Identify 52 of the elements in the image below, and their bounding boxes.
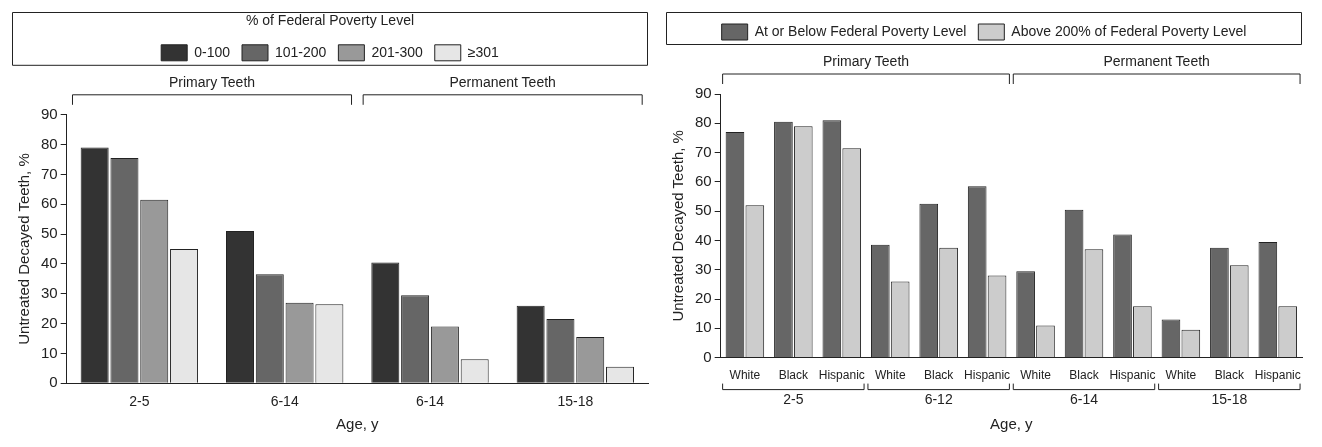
x-tick-label: White <box>1020 368 1052 383</box>
y-axis-title: Untreated Decayed Teeth, % <box>669 130 687 322</box>
legend-label: Above 200% of Federal Poverty Level <box>1011 22 1247 39</box>
x-tick-label: Hispanic <box>1109 368 1156 383</box>
x-tick-label: Black <box>924 368 955 383</box>
x-tick-label: Hispanic <box>818 368 865 383</box>
text: Primary Teeth <box>822 52 910 69</box>
x-tick-label: White <box>729 368 761 383</box>
x-tick-label: Hispanic <box>964 368 1011 383</box>
legend-label: ≥301 <box>467 43 500 60</box>
y-tick-label: 40 <box>41 254 58 272</box>
legend-label: 201-300 <box>371 43 423 60</box>
legend-label: At or Below Federal Poverty Level <box>754 22 967 39</box>
text: Permanent Teeth <box>449 73 556 90</box>
y-tick-label: 80 <box>41 134 58 152</box>
x-axis-title: Age, y <box>336 415 380 433</box>
x-tick-label: Black <box>778 368 810 383</box>
y-tick-label: 50 <box>41 224 58 242</box>
legend-label: 0-100 <box>194 43 231 60</box>
y-tick-label: 70 <box>695 142 712 160</box>
x-tick-label: Black <box>1214 368 1246 383</box>
y-tick-label: 30 <box>695 259 712 277</box>
x-axis-title: Age, y <box>990 415 1034 433</box>
x-tick-label: 2-5 <box>129 393 150 410</box>
y-tick-label: 30 <box>41 283 58 301</box>
x-tick-label: Hispanic <box>1254 368 1301 383</box>
x-tick-label: Black <box>1069 368 1100 383</box>
x-tick-label: White <box>874 368 906 383</box>
y-tick-label: 70 <box>41 164 58 182</box>
y-tick-label: 20 <box>695 289 712 307</box>
y-tick-label: 10 <box>41 343 58 361</box>
text: 6-12 <box>924 391 953 408</box>
y-tick-label: 90 <box>695 84 712 102</box>
x-tick-label: White <box>1165 368 1197 383</box>
x-tick-label: 6-14 <box>270 393 299 410</box>
y-tick-label: 10 <box>695 318 712 336</box>
y-tick-label: 80 <box>695 113 712 131</box>
text: Permanent Teeth <box>1103 52 1210 69</box>
x-tick-label: 15-18 <box>557 393 594 410</box>
y-tick-label: 50 <box>695 201 712 219</box>
y-tick-label: 90 <box>41 104 58 122</box>
legend-label: 101-200 <box>275 43 327 60</box>
x-tick-label: 6-14 <box>415 393 445 410</box>
text: Primary Teeth <box>168 73 256 90</box>
y-tick-label: 20 <box>41 313 58 331</box>
y-tick-label: 60 <box>695 172 712 190</box>
legend-title: % of Federal Poverty Level <box>245 11 415 28</box>
y-tick-label: 0 <box>49 373 58 391</box>
y-axis-title: Untreated Decayed Teeth, % <box>15 153 33 345</box>
y-tick-label: 0 <box>703 347 712 365</box>
y-tick-label: 40 <box>695 230 712 248</box>
y-tick-label: 60 <box>41 194 58 212</box>
